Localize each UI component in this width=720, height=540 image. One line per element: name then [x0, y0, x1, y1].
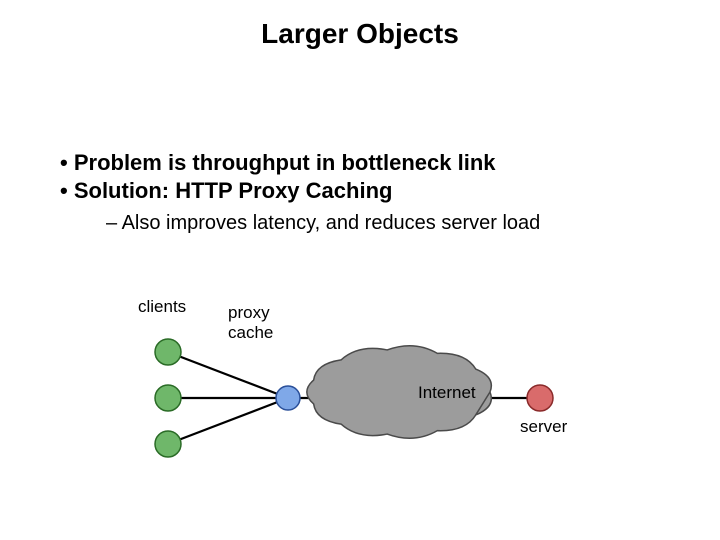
- slide-title: Larger Objects: [0, 18, 720, 50]
- bullet-item: Problem is throughput in bottleneck link: [60, 150, 680, 176]
- network-diagram: clients proxycache Internet server: [120, 280, 600, 500]
- svg-text:server: server: [520, 417, 568, 436]
- sub-bullet-item: Also improves latency, and reduces serve…: [106, 212, 680, 235]
- bullet-item: Solution: HTTP Proxy Caching: [60, 178, 680, 204]
- diagram-svg: clients proxycache Internet server: [120, 280, 600, 500]
- svg-text:cache: cache: [228, 323, 273, 342]
- svg-text:clients: clients: [138, 297, 186, 316]
- slide: Larger Objects Problem is throughput in …: [0, 0, 720, 540]
- bullet-list: Problem is throughput in bottleneck link…: [60, 148, 680, 235]
- svg-text:Internet: Internet: [418, 383, 476, 402]
- svg-text:proxy: proxy: [228, 303, 270, 322]
